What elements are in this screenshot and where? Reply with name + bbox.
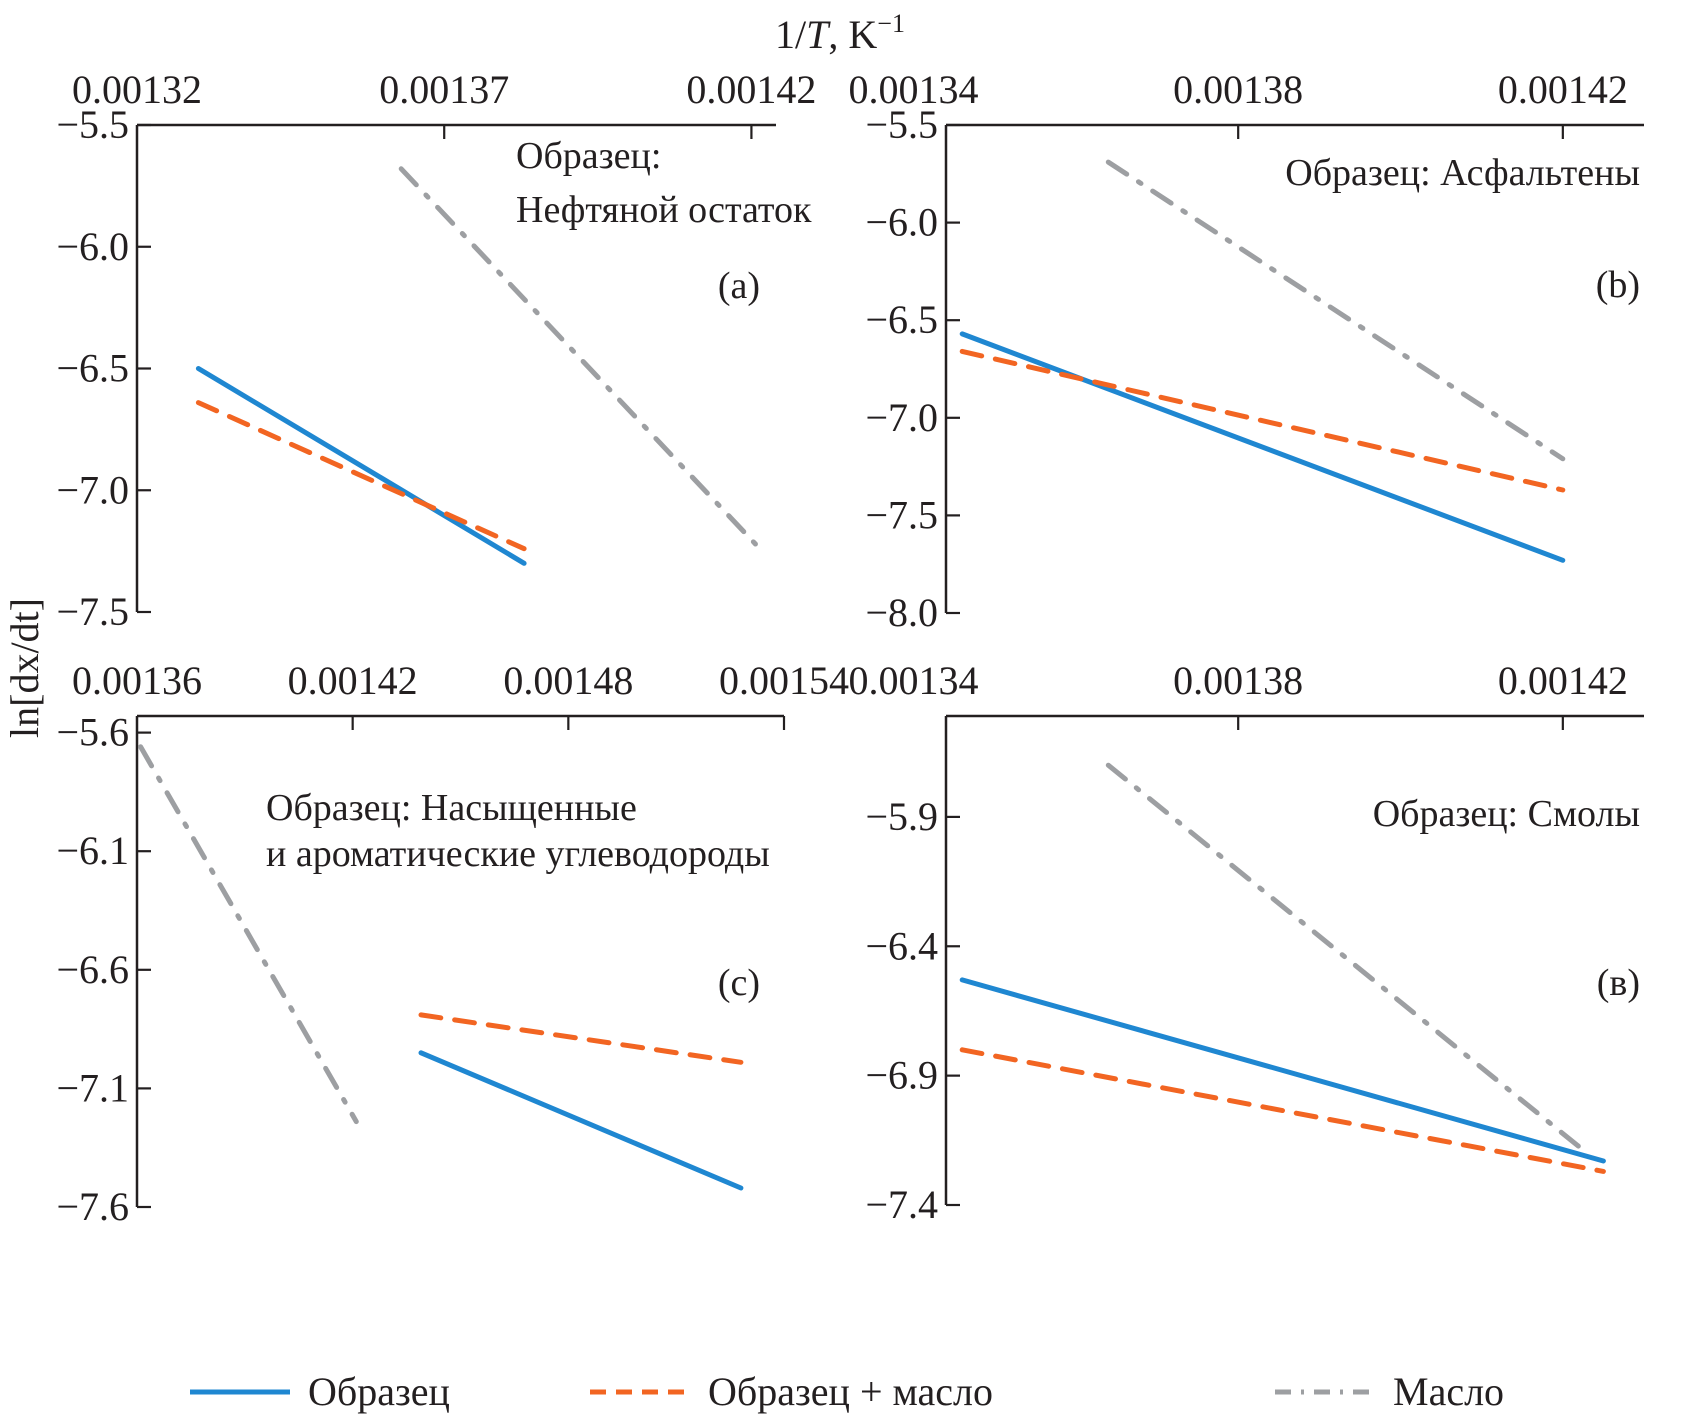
x-tick-label: 0.00142 [1498, 658, 1628, 703]
x-tick-label: 0.00134 [849, 67, 979, 112]
legend-item: Масло [1275, 1369, 1504, 1414]
y-tick-label: −6.4 [865, 923, 938, 968]
panel-title-line: и ароматические углеводороды [266, 833, 770, 875]
panel-d: 0.00134 0.00138 0.00142 −5.9 −6.4 −6.9 −7.4 Обр… [849, 658, 1644, 1227]
y-axis-title: ln[dx/dt] [2, 598, 47, 738]
panel-b: 0.00134 0.00138 0.00142 −5.5 −6.0 −6.5 −7.0 −7.… [849, 67, 1644, 635]
x-title-part: 1/ [775, 12, 807, 57]
panel-a: 0.00132 0.00137 0.00142 −5.5 −6.0 −6.5 −7.0 −7.… [56, 67, 816, 634]
series-oil [1105, 159, 1566, 462]
panel-c: 0.00136 0.00142 0.00148 0.00154 −5.6 −6.1 −6.6… [56, 658, 849, 1229]
series-sample [959, 331, 1566, 563]
y-tick-label: −7.6 [56, 1184, 129, 1229]
y-tick-label: −7.0 [56, 467, 129, 512]
y-tick-label: −7.5 [56, 589, 129, 634]
series-sample [959, 977, 1606, 1164]
y-tick-label: −5.9 [865, 794, 938, 839]
x-tick-label: 0.00134 [849, 658, 979, 703]
y-tick-label: −5.6 [56, 710, 129, 755]
x-tick-label: 0.00142 [686, 67, 816, 112]
x-tick-label: 0.00138 [1173, 658, 1303, 703]
legend-item: Образец [190, 1369, 450, 1414]
panel-tag: (в) [1597, 962, 1640, 1004]
y-tick-label: −7.4 [865, 1182, 938, 1227]
y-tick-label: −6.6 [56, 947, 129, 992]
series-sample [195, 366, 527, 566]
y-tick-label: −5.5 [56, 102, 129, 147]
y-tick-label: −6.9 [865, 1053, 938, 1098]
panel-title-line: Образец: [516, 135, 661, 177]
x-tick-label: 0.00137 [379, 67, 509, 112]
y-tick-label: −5.5 [865, 102, 938, 147]
panel-tag: (c) [718, 962, 760, 1004]
x-tick-label: 0.00142 [1498, 67, 1628, 112]
y-tick-label: −6.0 [56, 224, 129, 269]
series-oil [1105, 762, 1590, 1156]
x-tick-label: 0.00138 [1173, 67, 1303, 112]
panel-title-line: Образец: Асфальтены [1285, 152, 1640, 194]
x-title-variable: T [806, 12, 831, 57]
legend-label: Масло [1393, 1369, 1504, 1414]
series-oil [138, 744, 359, 1125]
y-tick-label: −6.5 [865, 297, 938, 342]
legend-item: Образец + масло [590, 1369, 993, 1414]
series-sample-plus-oil [418, 1012, 744, 1065]
panel-tag: (a) [718, 265, 760, 307]
x-title-unit: , K [828, 12, 877, 57]
y-tick-label: −7.1 [56, 1065, 129, 1110]
series-sample [418, 1050, 744, 1191]
x-tick-label: 0.00136 [72, 658, 202, 703]
y-tick-label: −6.1 [56, 828, 129, 873]
panel-title-line: Нефтяной остаток [516, 189, 812, 231]
x-tick-label: 0.00148 [503, 658, 633, 703]
panels: 0.00132 0.00137 0.00142 −5.5 −6.0 −6.5 −7.0 −7.… [56, 67, 1644, 1229]
top-x-axis-title: 1/T, K−1 [775, 9, 905, 57]
x-tick-label: 0.00132 [72, 67, 202, 112]
y-tick-label: −7.5 [865, 492, 938, 537]
series-sample-plus-oil [959, 348, 1566, 493]
series-sample-plus-oil [959, 1047, 1606, 1174]
legend: Образец Образец + масло Масло [190, 1369, 1504, 1414]
x-tick-label: 0.00154 [719, 658, 849, 703]
legend-label: Образец + масло [708, 1369, 993, 1414]
panel-tag: (b) [1596, 264, 1640, 306]
y-tick-label: −7.0 [865, 395, 938, 440]
x-title-exponent: −1 [877, 9, 905, 38]
x-tick-label: 0.00142 [288, 658, 418, 703]
y-tick-label: −8.0 [865, 590, 938, 635]
y-tick-label: −6.0 [865, 200, 938, 245]
panel-title-line: Образец: Смолы [1373, 793, 1640, 835]
y-tick-label: −6.5 [56, 346, 129, 391]
legend-label: Образец [308, 1369, 450, 1414]
series-oil [398, 166, 761, 549]
panel-title-line: Образец: Насыщенные [266, 787, 637, 829]
series-sample-plus-oil [195, 400, 527, 552]
